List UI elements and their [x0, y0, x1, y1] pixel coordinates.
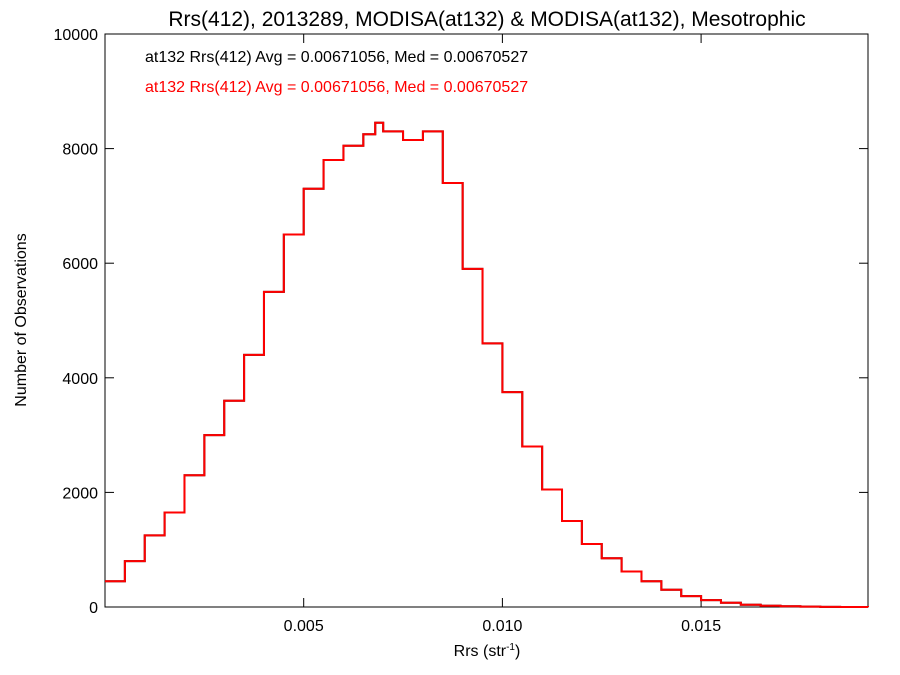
series-1-line — [105, 121, 869, 608]
y-tick-label: 10000 — [54, 27, 99, 44]
y-axis: 0 2000 4000 6000 8000 10000 — [54, 27, 868, 617]
chart-title: Rrs(412), 2013289, MODISA(at132) & MODIS… — [168, 8, 805, 31]
y-tick-label: 2000 — [62, 485, 98, 502]
series-layer — [105, 121, 869, 608]
annotation-red: at132 Rrs(412) Avg = 0.00671056, Med = 0… — [145, 79, 528, 96]
y-tick-label: 8000 — [62, 142, 98, 159]
x-tick-label: 0.010 — [482, 618, 522, 635]
y-tick-label: 6000 — [62, 256, 98, 273]
x-axis: 0.005 0.010 0.015 — [284, 34, 721, 635]
annotation-black: at132 Rrs(412) Avg = 0.00671056, Med = 0… — [145, 49, 528, 66]
x-tick-label: 0.005 — [284, 618, 324, 635]
x-tick-label: 0.015 — [681, 618, 721, 635]
y-tick-label: 4000 — [62, 371, 98, 388]
plot-frame — [104, 33, 869, 608]
y-tick-label: 0 — [89, 600, 98, 617]
x-axis-label: Rrs (str-1) — [454, 642, 521, 660]
y-axis-label: Number of Observations — [13, 233, 30, 406]
series-0-line — [105, 121, 869, 608]
